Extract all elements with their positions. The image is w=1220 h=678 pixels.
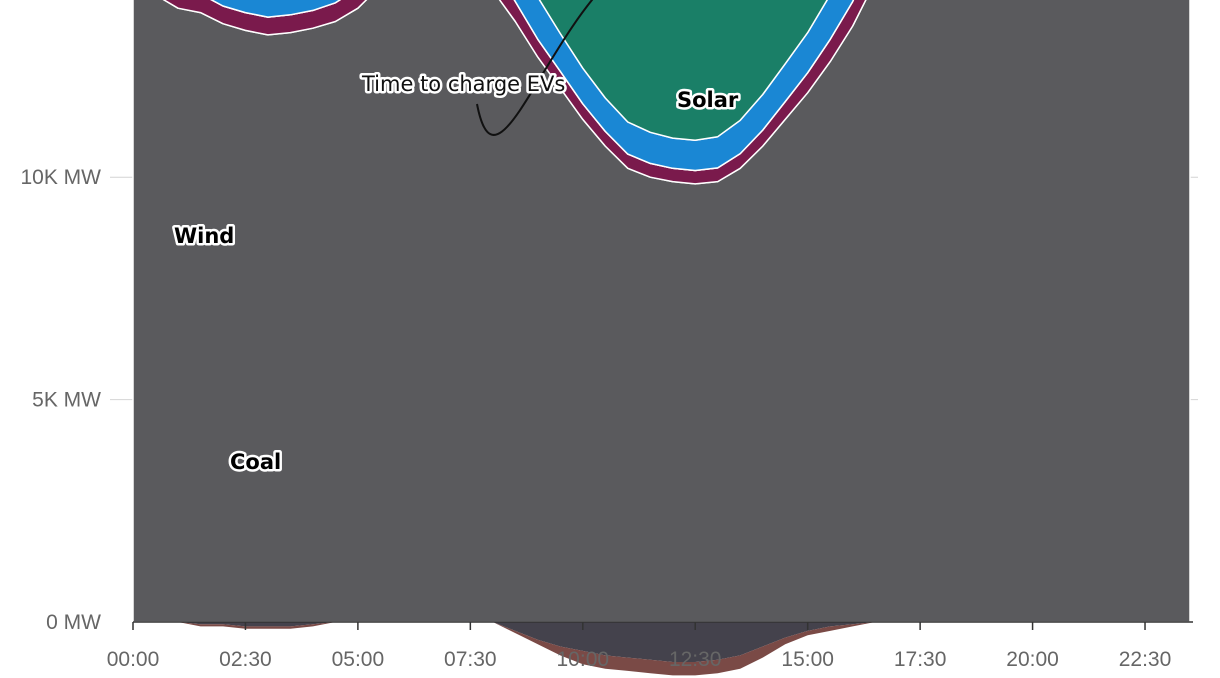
x-tick-label: 10:00 (557, 648, 610, 671)
area-series-2 (162, 0, 867, 185)
x-tick-label: 05:00 (332, 648, 385, 671)
annotation: Time to charge EVs (359, 0, 594, 136)
area-series-8 (133, 622, 1190, 676)
annotation-text: Time to charge EVs (361, 72, 565, 96)
x-tick-label: 12:30 (669, 648, 722, 671)
y-tick-label: 0 MW (46, 611, 101, 634)
area-series-7 (133, 622, 1190, 662)
x-tick-label: 00:00 (107, 648, 160, 671)
y-tick-label: 5K MW (32, 389, 101, 412)
label-coal: Coal (230, 450, 281, 474)
x-tick-label: 02:30 (219, 648, 272, 671)
x-tick-label: 15:00 (781, 648, 834, 671)
label-solar: Solar (677, 88, 739, 112)
label-wind: Wind (174, 224, 234, 248)
series-labels: Wind Solar Coal (172, 86, 742, 477)
stacked-areas (132, 0, 1191, 676)
annotation-arrow (476, 0, 594, 136)
x-tick-label: 20:00 (1006, 648, 1059, 671)
x-tick-label: 07:30 (444, 648, 497, 671)
x-axis-ticks: 00:00 02:30 05:00 07:30 10:00 12:30 15:00 17:30… (107, 622, 1172, 671)
y-tick-label: 10K MW (20, 166, 101, 189)
x-tick-label: 22:30 (1119, 648, 1172, 671)
x-tick-label: 17:30 (894, 648, 947, 671)
area-wind (538, 0, 828, 142)
